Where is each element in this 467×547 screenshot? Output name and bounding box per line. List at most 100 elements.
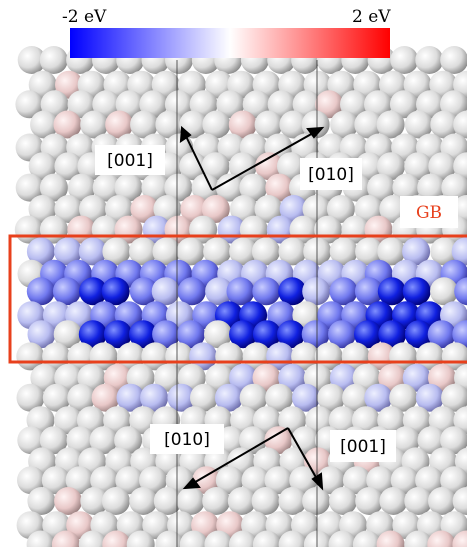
atom	[389, 90, 418, 119]
atom	[417, 173, 446, 202]
atom	[105, 110, 134, 139]
atom	[179, 152, 208, 181]
label-bg	[330, 430, 396, 462]
atom	[191, 173, 220, 202]
atom	[101, 487, 130, 515]
atom	[278, 487, 307, 515]
atom	[428, 487, 456, 515]
arrowhead	[182, 472, 324, 491]
atom	[129, 320, 157, 349]
atom	[78, 530, 107, 547]
atom	[278, 237, 307, 266]
atom	[277, 152, 305, 181]
atom	[92, 90, 121, 119]
atom	[204, 530, 233, 547]
atom	[129, 487, 158, 515]
atom	[302, 277, 331, 306]
atom	[130, 195, 159, 223]
top-left-label: [001]	[107, 151, 153, 171]
atom	[255, 152, 284, 181]
atom	[54, 487, 83, 515]
atom	[155, 110, 184, 139]
atom	[66, 426, 95, 455]
atom	[252, 277, 281, 306]
atom	[114, 426, 143, 455]
atom	[190, 383, 218, 412]
atom	[30, 110, 59, 139]
atom	[254, 110, 283, 139]
atom	[278, 277, 307, 306]
atom	[453, 152, 467, 181]
atom	[366, 466, 395, 495]
atom	[202, 487, 231, 515]
atom	[377, 277, 406, 306]
atom	[205, 277, 234, 306]
atom	[378, 320, 407, 349]
label-bg	[95, 145, 165, 175]
atom	[54, 195, 83, 223]
atom	[17, 426, 46, 455]
atom	[452, 320, 467, 349]
atom	[303, 530, 332, 547]
atom	[440, 466, 467, 495]
atom	[179, 530, 208, 547]
atom	[229, 530, 257, 547]
top-axes	[179, 125, 325, 491]
atom	[428, 152, 457, 181]
atom	[317, 383, 346, 412]
atom	[79, 277, 108, 306]
atom	[267, 90, 296, 119]
atom	[329, 237, 358, 266]
atom	[176, 487, 205, 515]
atom	[141, 173, 170, 202]
atom	[453, 110, 467, 139]
atom	[203, 237, 232, 266]
atom	[376, 110, 405, 139]
atom	[417, 426, 446, 455]
atom	[377, 406, 406, 435]
label-bg	[150, 424, 224, 454]
atom	[452, 530, 467, 547]
atom	[90, 466, 119, 495]
atom	[377, 152, 405, 181]
atom	[41, 466, 70, 495]
atom	[440, 426, 467, 455]
atom	[177, 277, 206, 306]
atom	[164, 173, 193, 202]
atom	[441, 173, 467, 202]
atom	[239, 173, 268, 202]
atom	[80, 487, 109, 515]
atom	[39, 46, 68, 74]
atom	[216, 90, 245, 119]
atom	[78, 237, 107, 266]
atom	[92, 173, 121, 202]
atom	[176, 237, 205, 266]
arrowhead	[179, 125, 325, 143]
atom	[352, 530, 381, 547]
atom	[229, 237, 258, 266]
atom	[27, 320, 56, 349]
atom	[202, 110, 231, 139]
atom	[152, 320, 181, 349]
atoms	[14, 46, 467, 547]
atom	[15, 173, 44, 202]
atom	[214, 383, 243, 412]
atom	[226, 277, 255, 306]
atom	[328, 530, 357, 547]
atom	[279, 110, 308, 139]
atom	[292, 383, 320, 412]
atom	[140, 383, 169, 412]
atom	[154, 363, 183, 392]
atom	[354, 110, 383, 139]
atom	[42, 383, 71, 412]
atom	[404, 152, 433, 181]
atom	[54, 406, 82, 435]
atom	[390, 466, 419, 495]
atom	[103, 320, 132, 349]
bottom-right-label: [001]	[340, 437, 386, 457]
atom	[254, 195, 283, 223]
atom	[278, 363, 307, 392]
atom	[264, 466, 293, 495]
atom	[402, 277, 431, 306]
